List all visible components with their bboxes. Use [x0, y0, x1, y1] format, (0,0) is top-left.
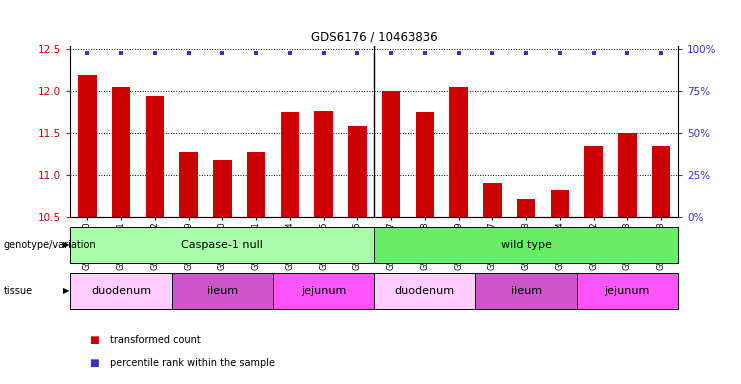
Text: ileum: ileum [207, 286, 238, 296]
Bar [585, 146, 603, 217]
Bar [78, 74, 96, 217]
Bar [112, 87, 130, 217]
Bar [382, 91, 400, 217]
Text: transformed count: transformed count [110, 335, 200, 345]
Text: percentile rank within the sample: percentile rank within the sample [110, 358, 275, 368]
Bar [172, 273, 273, 309]
Bar [179, 152, 198, 217]
Title: GDS6176 / 10463836: GDS6176 / 10463836 [311, 30, 437, 43]
Bar [70, 273, 172, 309]
Text: duodenum: duodenum [91, 286, 151, 296]
Bar [476, 273, 576, 309]
Bar [551, 190, 569, 217]
Text: genotype/variation: genotype/variation [4, 240, 96, 250]
Text: ■: ■ [89, 335, 99, 345]
Bar [416, 112, 434, 217]
Text: tissue: tissue [4, 286, 33, 296]
Bar [281, 112, 299, 217]
Text: wild type: wild type [501, 240, 551, 250]
Bar [247, 152, 265, 217]
Bar [374, 227, 678, 263]
Bar [618, 133, 637, 217]
Bar [483, 184, 502, 217]
Bar [348, 126, 367, 217]
Bar [70, 227, 374, 263]
Text: ▶: ▶ [64, 286, 70, 295]
Bar [314, 111, 333, 217]
Text: jejunum: jejunum [605, 286, 650, 296]
Text: ■: ■ [89, 358, 99, 368]
Bar [213, 160, 232, 217]
Bar [449, 87, 468, 217]
Bar [652, 146, 671, 217]
Text: ileum: ileum [511, 286, 542, 296]
Text: ▶: ▶ [64, 240, 70, 249]
Bar [516, 199, 536, 217]
Text: duodenum: duodenum [395, 286, 455, 296]
Bar [145, 96, 164, 217]
Bar [576, 273, 678, 309]
Bar [374, 273, 476, 309]
Bar [273, 273, 374, 309]
Text: jejunum: jejunum [301, 286, 346, 296]
Text: Caspase-1 null: Caspase-1 null [182, 240, 263, 250]
